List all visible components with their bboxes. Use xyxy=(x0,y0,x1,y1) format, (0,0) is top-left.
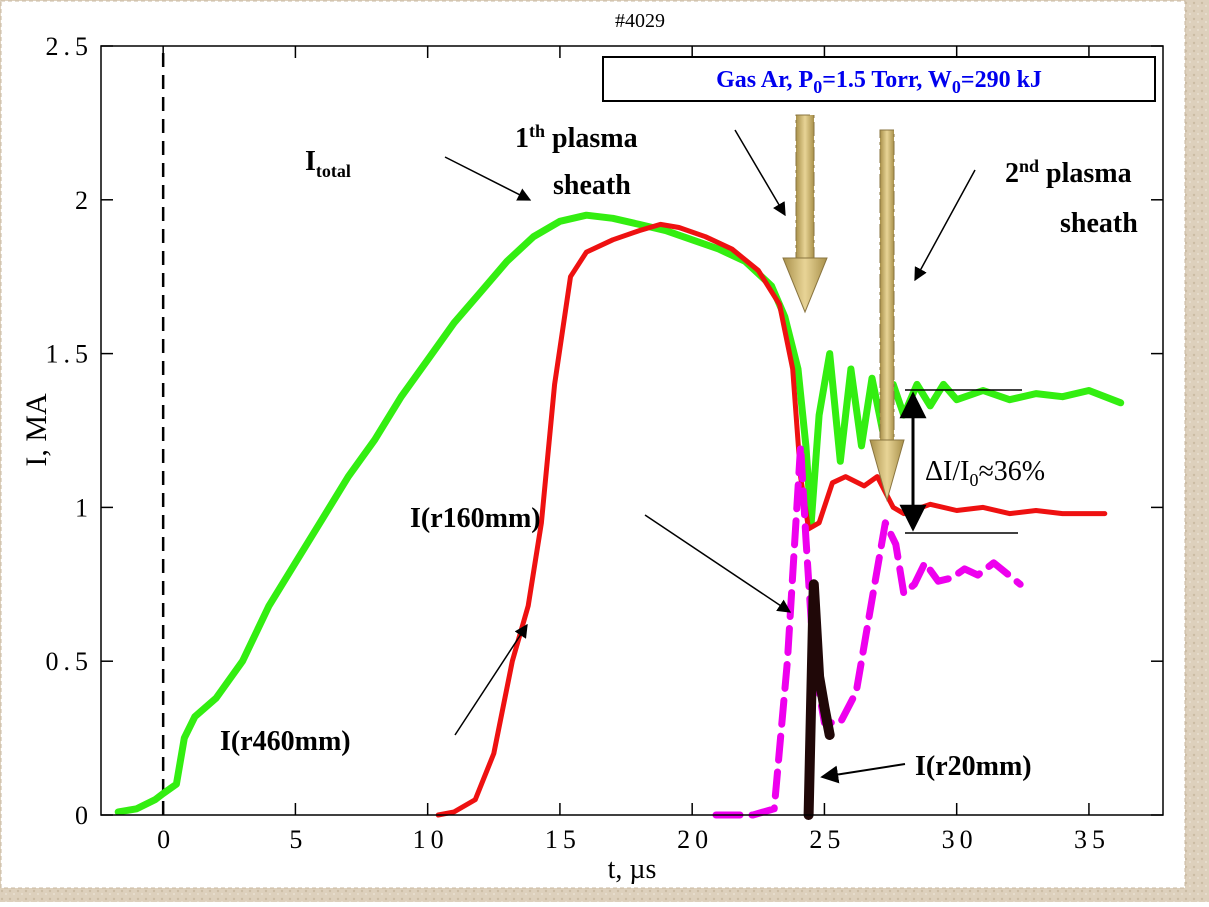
x-tick-label: 15 xyxy=(545,825,581,854)
x-tick-label: 0 xyxy=(157,825,175,854)
y-tick-label: 2 xyxy=(75,186,93,215)
text: nd xyxy=(1019,156,1039,176)
canvas xyxy=(0,0,1186,889)
series-line xyxy=(435,221,1108,818)
series-line xyxy=(712,442,1024,819)
chart-title: #4029 xyxy=(615,10,665,32)
series-label: I(r460mm) xyxy=(220,726,351,757)
series-line xyxy=(803,579,835,820)
text: plasma xyxy=(1039,158,1132,189)
annotation: 1th plasma xyxy=(515,121,638,154)
annotation: ΔI/I0≈36% xyxy=(925,456,1045,490)
pointer xyxy=(734,129,786,217)
text: plasma xyxy=(545,123,638,154)
text: ≈36% xyxy=(978,456,1045,487)
series-label: I(r160mm) xyxy=(410,503,541,534)
text: 0 xyxy=(952,77,961,97)
y-tick-label: 1 xyxy=(75,493,93,522)
x-tick-label: 20 xyxy=(677,825,713,854)
pointer xyxy=(454,623,528,736)
x-tick-label: 35 xyxy=(1074,825,1110,854)
plot-frame xyxy=(100,45,1164,816)
text: 1 xyxy=(515,123,529,154)
sheath-arrow xyxy=(782,114,828,314)
pointer xyxy=(644,514,792,613)
text: total xyxy=(316,161,351,181)
text: 0 xyxy=(969,470,978,490)
x-tick-label: 5 xyxy=(289,825,307,854)
text: I xyxy=(305,146,316,177)
y-tick-label: 0 xyxy=(75,801,93,830)
text: =1.5 Torr, W xyxy=(822,67,952,93)
y-axis-label: I, MA xyxy=(20,393,53,467)
annotation: sheath xyxy=(1060,208,1138,239)
x-tick-label: 10 xyxy=(413,825,449,854)
conditions-box xyxy=(602,56,1156,102)
pointer xyxy=(444,156,532,201)
pointer xyxy=(820,763,906,784)
x-tick-label: 25 xyxy=(809,825,845,854)
text: Gas Ar, P xyxy=(716,67,813,93)
text: 0 xyxy=(813,77,822,97)
series-label: I(r20mm) xyxy=(915,751,1032,782)
text: th xyxy=(529,121,545,141)
x-axis-label: t, µs xyxy=(608,854,657,885)
annotation: sheath xyxy=(553,170,631,201)
y-tick-label: 1.5 xyxy=(46,340,94,369)
y-tick-label: 0.5 xyxy=(46,647,94,676)
series-label: Itotal xyxy=(305,146,351,181)
y-tick-label: 2.5 xyxy=(46,32,94,61)
sheath-arrow xyxy=(869,129,905,502)
conditions-label: Gas Ar, P0=1.5 Torr, W0=290 kJ xyxy=(716,67,1042,97)
pointer xyxy=(914,169,976,282)
text: 2 xyxy=(1005,158,1019,189)
annotation: 2nd plasma xyxy=(1005,156,1132,189)
x-tick-label: 30 xyxy=(942,825,978,854)
text: =290 kJ xyxy=(961,67,1042,93)
text: ΔI/I xyxy=(925,456,969,487)
